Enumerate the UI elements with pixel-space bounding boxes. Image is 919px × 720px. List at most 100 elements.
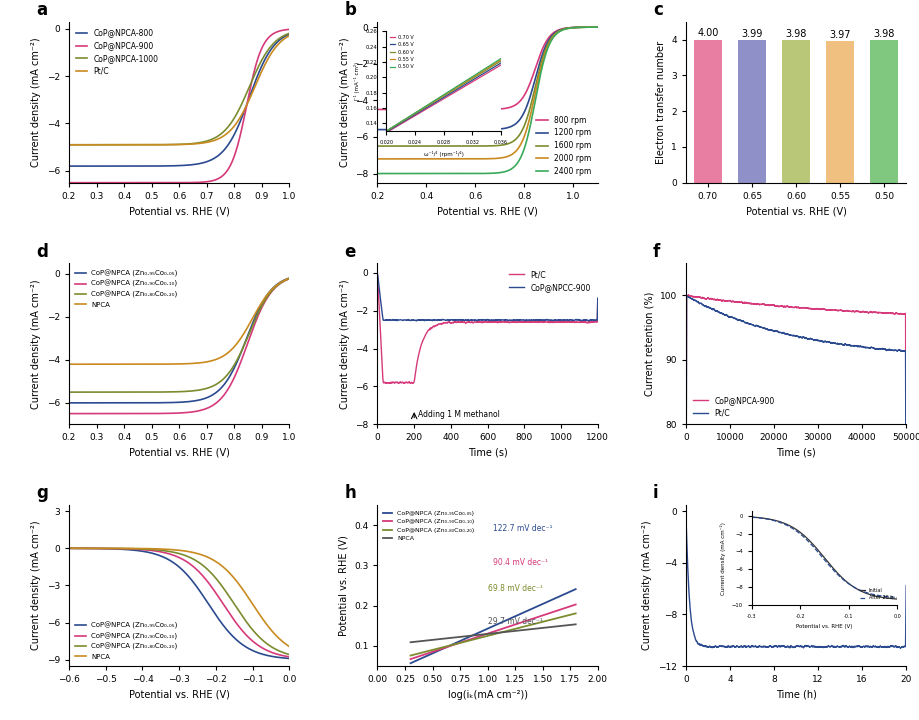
NPCA (163, 545, 174, 554)
Bar (825, 40, 854, 183)
Pt/C (823, 338, 834, 346)
Pt/C (371, 271, 382, 280)
Line: CoP@NPCA-800: CoP@NPCA-800 (69, 34, 289, 166)
CoP@NPCA (Zn₀.₈₀Co₀.₂₀) (120, 388, 131, 397)
CoP@NPCA-900 (193, 178, 204, 186)
800 rpm (516, 94, 528, 103)
NPCA (283, 642, 294, 651)
Pt/C (63, 140, 74, 149)
CoP@NPCA (Zn₀.₉₅Co₀.₀₅) (405, 659, 416, 667)
CoP@NPCA (Zn₀.₈₀Co₀.₂₀) (544, 616, 555, 624)
CoP@NPCA (Zn₀.₈₀Co₀.₂₀) (102, 544, 113, 553)
X-axis label: Time (h): Time (h) (775, 690, 815, 700)
CoP@NPCA (Zn₀.₉₀Co₀.₁₀) (102, 409, 113, 418)
CoP@NPCA-900 (682, 291, 693, 300)
NPCA (229, 575, 240, 583)
CoP@NPCA-1000 (120, 140, 131, 149)
1200 rpm (592, 23, 603, 32)
X-axis label: Time (s): Time (s) (467, 448, 507, 458)
CoP@NPCA (Zn₀.₉₀Co₀.₁₀) (229, 372, 240, 380)
CoP@NPCA (Zn₀.₉₀Co₀.₁₀) (163, 549, 174, 558)
CoP@NPCA (Zn₀.₉₅Co₀.₀₅) (505, 613, 516, 622)
CoP@NPCA-900 (210, 175, 221, 184)
Line: CoP@NPCA (Zn₀.₉₅Co₀.₀₅): CoP@NPCA (Zn₀.₉₅Co₀.₀₅) (69, 549, 289, 659)
CoP@NPCC-900 (465, 315, 476, 324)
1600 rpm (570, 23, 581, 32)
CoP@NPCC-900 (397, 316, 408, 325)
CoP@NPCA-900 (811, 305, 823, 313)
CoP@NPCA (Zn₀.₉₅Co₀.₀₅) (120, 399, 131, 408)
Text: a: a (36, 1, 47, 19)
NPCA (503, 627, 514, 636)
Line: CoP@NPCA-900: CoP@NPCA-900 (686, 295, 905, 618)
Pt/C (120, 140, 131, 149)
Pt/C (102, 140, 113, 149)
CoP@NPCA (Zn₀.₈₀Co₀.₂₀) (229, 600, 240, 609)
CoP@NPCA (Zn₀.₈₀Co₀.₂₀) (63, 388, 74, 397)
800 rpm (592, 23, 603, 32)
CoP@NPCA (Zn₀.₈₀Co₀.₂₀) (193, 386, 204, 395)
1600 rpm (441, 142, 452, 150)
1600 rpm (516, 126, 528, 135)
Pt/C (563, 318, 574, 326)
Text: 90.4 mV dec⁻¹: 90.4 mV dec⁻¹ (493, 558, 548, 567)
NPCA (210, 355, 221, 364)
CoP@NPCA (Zn₀.₉₀Co₀.₁₀) (193, 567, 204, 576)
CoP@NPCC-900 (583, 317, 594, 325)
Y-axis label: Current density (mA cm⁻²): Current density (mA cm⁻²) (339, 279, 349, 409)
Line: 1600 rpm: 1600 rpm (377, 27, 597, 146)
CoP@NPCA (Zn₀.₉₅Co₀.₀₅) (229, 362, 240, 371)
Pt/C (210, 135, 221, 144)
Line: CoP@NPCA (Zn₀.₉₀Co₀.₁₀): CoP@NPCA (Zn₀.₉₀Co₀.₁₀) (69, 549, 289, 657)
CoP@NPCC-900 (456, 316, 467, 325)
CoP@NPCA (Zn₀.₈₀Co₀.₂₀) (102, 388, 113, 397)
CoP@NPCA-900 (764, 301, 775, 310)
Line: CoP@NPCA-900: CoP@NPCA-900 (69, 30, 289, 183)
800 rpm (371, 105, 382, 114)
2400 rpm (434, 169, 445, 178)
X-axis label: Potential vs. RHE (V): Potential vs. RHE (V) (744, 207, 845, 216)
Line: NPCA: NPCA (410, 624, 575, 642)
CoP@NPCA (Zn₀.₈₀Co₀.₂₀) (163, 547, 174, 556)
CoP@NPCA (Zn₀.₉₅Co₀.₀₅) (63, 399, 74, 408)
CoP@NPCA (Zn₀.₉₅Co₀.₀₅) (503, 615, 514, 624)
Line: CoP@NPCA (Zn₀.₈₀Co₀.₂₀): CoP@NPCA (Zn₀.₈₀Co₀.₂₀) (410, 613, 575, 655)
Bar (693, 40, 721, 183)
X-axis label: Potential vs. RHE (V): Potential vs. RHE (V) (437, 207, 538, 216)
CoP@NPCA-1000 (210, 133, 221, 142)
Text: 3.99: 3.99 (741, 29, 762, 39)
NPCA (63, 360, 74, 369)
CoP@NPCA (Zn₀.₉₀Co₀.₁₀) (102, 544, 113, 553)
CoP@NPCA (Zn₀.₉₀Co₀.₁₀) (63, 409, 74, 418)
CoP@NPCA-900 (63, 179, 74, 187)
NPCA (505, 627, 516, 636)
CoP@NPCA (Zn₀.₈₀Co₀.₂₀) (63, 544, 74, 553)
800 rpm (543, 33, 554, 42)
Y-axis label: Electron transfer number: Electron transfer number (655, 40, 664, 163)
CoP@NPCA (Zn₀.₈₀Co₀.₂₀) (570, 609, 581, 618)
Y-axis label: Current density (mA cm⁻²): Current density (mA cm⁻²) (339, 37, 349, 167)
Line: CoP@NPCA (Zn₀.₉₅Co₀.₀₅): CoP@NPCA (Zn₀.₉₅Co₀.₀₅) (410, 589, 575, 663)
CoP@NPCC-900 (563, 315, 574, 324)
CoP@NPCA-1000 (102, 140, 113, 149)
2000 rpm (434, 155, 445, 163)
Line: CoP@NPCC-900: CoP@NPCC-900 (377, 274, 597, 321)
CoP@NPCA (Zn₀.₈₀Co₀.₂₀) (163, 387, 174, 396)
Bar (737, 40, 766, 183)
CoP@NPCA (Zn₀.₈₀Co₀.₂₀) (229, 359, 240, 368)
CoP@NPCA-900 (680, 613, 691, 622)
Y-axis label: Current retention (%): Current retention (%) (643, 292, 653, 396)
CoP@NPCA-900 (823, 306, 834, 315)
Y-axis label: Current density (mA cm⁻²): Current density (mA cm⁻²) (31, 37, 41, 167)
CoP@NPCA-900 (720, 297, 731, 305)
Pt/C (398, 379, 409, 388)
Pt/C (860, 343, 871, 351)
NPCA (120, 544, 131, 553)
CoP@NPCA (Zn₀.₉₅Co₀.₀₅) (283, 654, 294, 663)
Line: CoP@NPCA (Zn₀.₉₀Co₀.₁₀): CoP@NPCA (Zn₀.₉₀Co₀.₁₀) (69, 279, 289, 413)
CoP@NPCA (Zn₀.₉₀Co₀.₁₀) (544, 609, 555, 618)
CoP@NPCA (Zn₀.₉₅Co₀.₀₅) (120, 545, 131, 554)
Text: b: b (344, 1, 356, 19)
Line: 2000 rpm: 2000 rpm (377, 27, 597, 159)
Legend: CoP@NPCA (Zn₀.₉₅Co₀.₀₅), CoP@NPCA (Zn₀.₉₀Co₀.₁₀), CoP@NPCA (Zn₀.₈₀Co₀.₂₀), NPCA: CoP@NPCA (Zn₀.₉₅Co₀.₀₅), CoP@NPCA (Zn₀.₉… (380, 508, 477, 544)
